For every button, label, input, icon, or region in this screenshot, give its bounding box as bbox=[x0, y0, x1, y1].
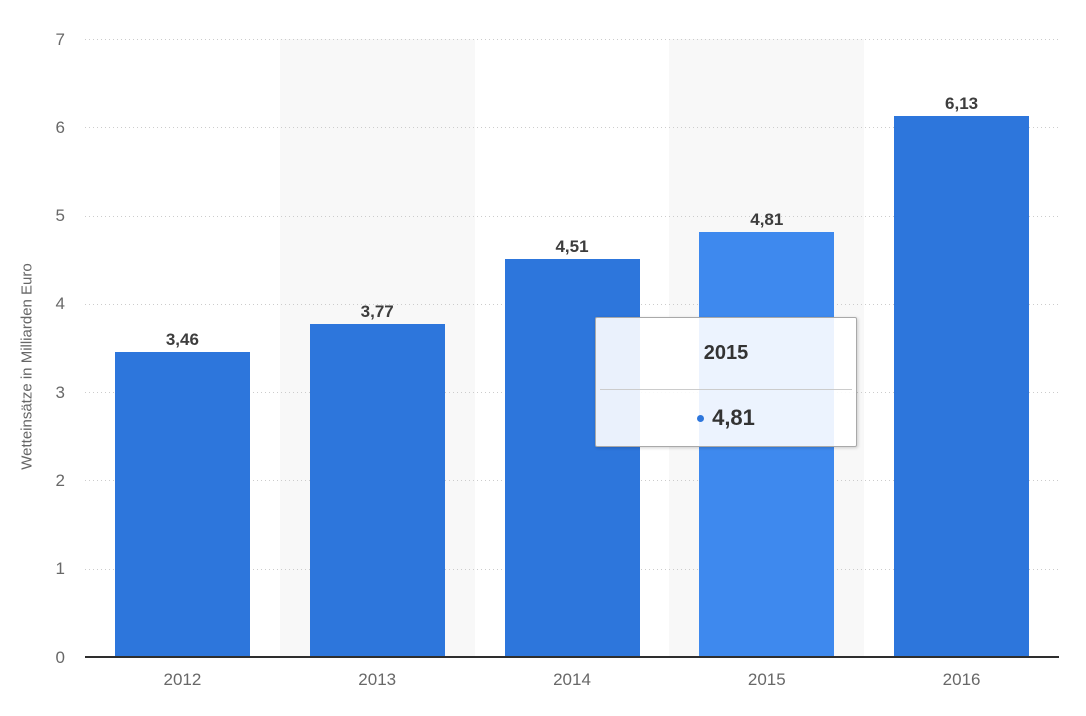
bar-value-label-2012: 3,46 bbox=[165, 329, 199, 349]
bar-value-label-2015: 4,81 bbox=[750, 210, 784, 230]
tooltip: 2015 4,81 bbox=[595, 317, 857, 447]
bar-2013[interactable] bbox=[309, 324, 445, 657]
y-tick-label-0: 0 bbox=[55, 647, 65, 667]
x-tick-label-2016: 2016 bbox=[942, 670, 981, 689]
tooltip-value: 4,81 bbox=[712, 405, 755, 430]
bar-2016[interactable] bbox=[894, 115, 1030, 657]
y-tick-label-5: 5 bbox=[55, 206, 65, 226]
bar-value-label-2016: 6,13 bbox=[945, 93, 979, 113]
x-tick-label-2014: 2014 bbox=[553, 670, 591, 689]
y-tick-label-6: 6 bbox=[55, 117, 65, 137]
x-axis-line bbox=[85, 656, 1059, 658]
y-tick-label-1: 1 bbox=[55, 559, 65, 579]
gridline-y-7 bbox=[85, 39, 1059, 40]
y-tick-label-7: 7 bbox=[55, 29, 65, 49]
gridline-y-5 bbox=[85, 215, 1059, 217]
bar-value-label-2014: 4,51 bbox=[555, 236, 589, 256]
plot-area bbox=[85, 39, 1059, 658]
gridline-y-6 bbox=[85, 127, 1059, 129]
y-axis-title: Wetteinsätze in Milliarden Euro bbox=[18, 263, 36, 470]
y-tick-label-4: 4 bbox=[55, 294, 65, 314]
x-tick-label-2012: 2012 bbox=[163, 670, 202, 689]
tooltip-divider bbox=[600, 389, 852, 390]
tooltip-value-row: 4,81 bbox=[596, 390, 856, 446]
x-tick-label-2013: 2013 bbox=[358, 670, 397, 689]
y-tick-label-2: 2 bbox=[55, 470, 65, 490]
bar-value-label-2013: 3,77 bbox=[360, 302, 394, 322]
bar-2012[interactable] bbox=[114, 351, 250, 657]
series-marker-icon bbox=[697, 414, 705, 422]
x-tick-label-2015: 2015 bbox=[747, 670, 786, 689]
tooltip-title: 2015 bbox=[703, 342, 749, 364]
y-tick-label-3: 3 bbox=[55, 382, 65, 402]
